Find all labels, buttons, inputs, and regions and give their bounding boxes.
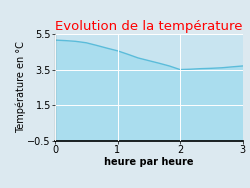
X-axis label: heure par heure: heure par heure (104, 157, 194, 167)
Y-axis label: Température en °C: Température en °C (16, 42, 26, 133)
Title: Evolution de la température: Evolution de la température (55, 20, 242, 33)
